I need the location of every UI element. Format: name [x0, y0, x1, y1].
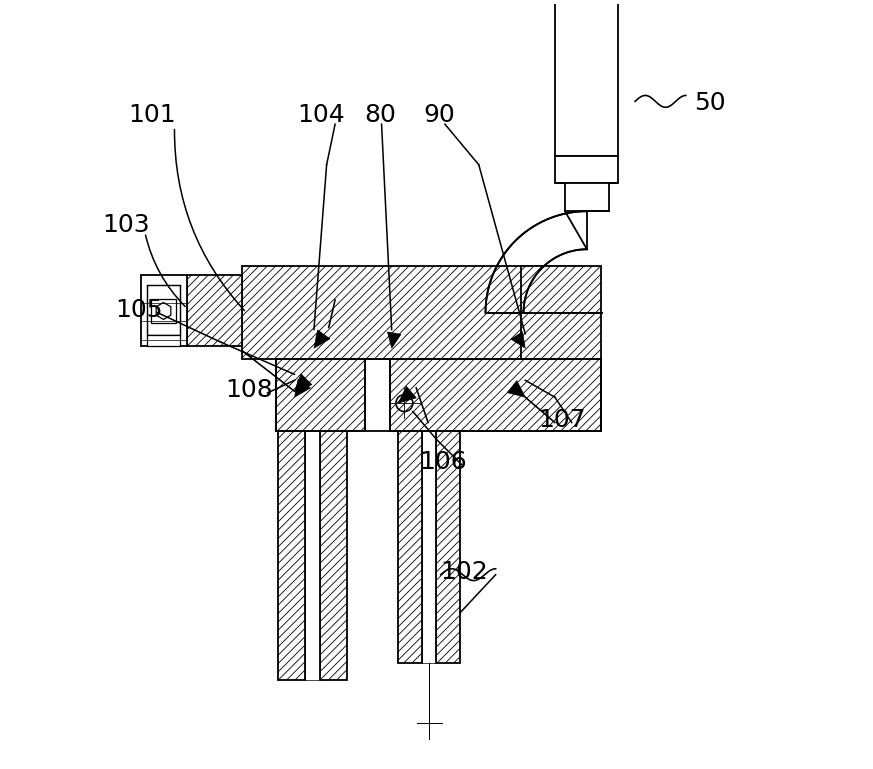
Bar [521, 266, 601, 359]
Polygon shape [294, 379, 311, 397]
Text: 50: 50 [694, 91, 726, 115]
Text: 90: 90 [423, 104, 456, 128]
Bar [187, 275, 242, 347]
Text: 107: 107 [538, 408, 586, 431]
Polygon shape [156, 302, 171, 319]
Text: 104: 104 [297, 104, 345, 128]
Text: 103: 103 [103, 213, 150, 238]
Text: 101: 101 [128, 104, 175, 128]
Bar [276, 359, 365, 431]
Bar [305, 431, 320, 681]
Bar [148, 335, 180, 345]
Text: 102: 102 [441, 560, 489, 584]
Polygon shape [314, 330, 330, 348]
Bar [320, 431, 347, 681]
Polygon shape [485, 211, 587, 313]
Bar [436, 431, 460, 664]
Text: 105: 105 [115, 298, 163, 322]
Polygon shape [507, 381, 526, 397]
Polygon shape [388, 332, 401, 348]
Text: 108: 108 [225, 378, 273, 402]
Bar [423, 431, 436, 664]
Bar [141, 275, 187, 347]
Bar [151, 299, 176, 323]
Bar [398, 431, 423, 664]
Bar [390, 359, 601, 431]
Bar [555, 156, 618, 183]
Bar [278, 431, 305, 681]
Bar [365, 266, 390, 359]
Bar [555, 0, 618, 156]
Polygon shape [398, 386, 416, 403]
Bar [148, 285, 180, 335]
Text: 80: 80 [365, 104, 396, 128]
Bar [565, 183, 609, 211]
Bar [242, 266, 581, 359]
Polygon shape [511, 331, 526, 348]
Text: 106: 106 [420, 450, 467, 474]
Polygon shape [294, 374, 312, 391]
